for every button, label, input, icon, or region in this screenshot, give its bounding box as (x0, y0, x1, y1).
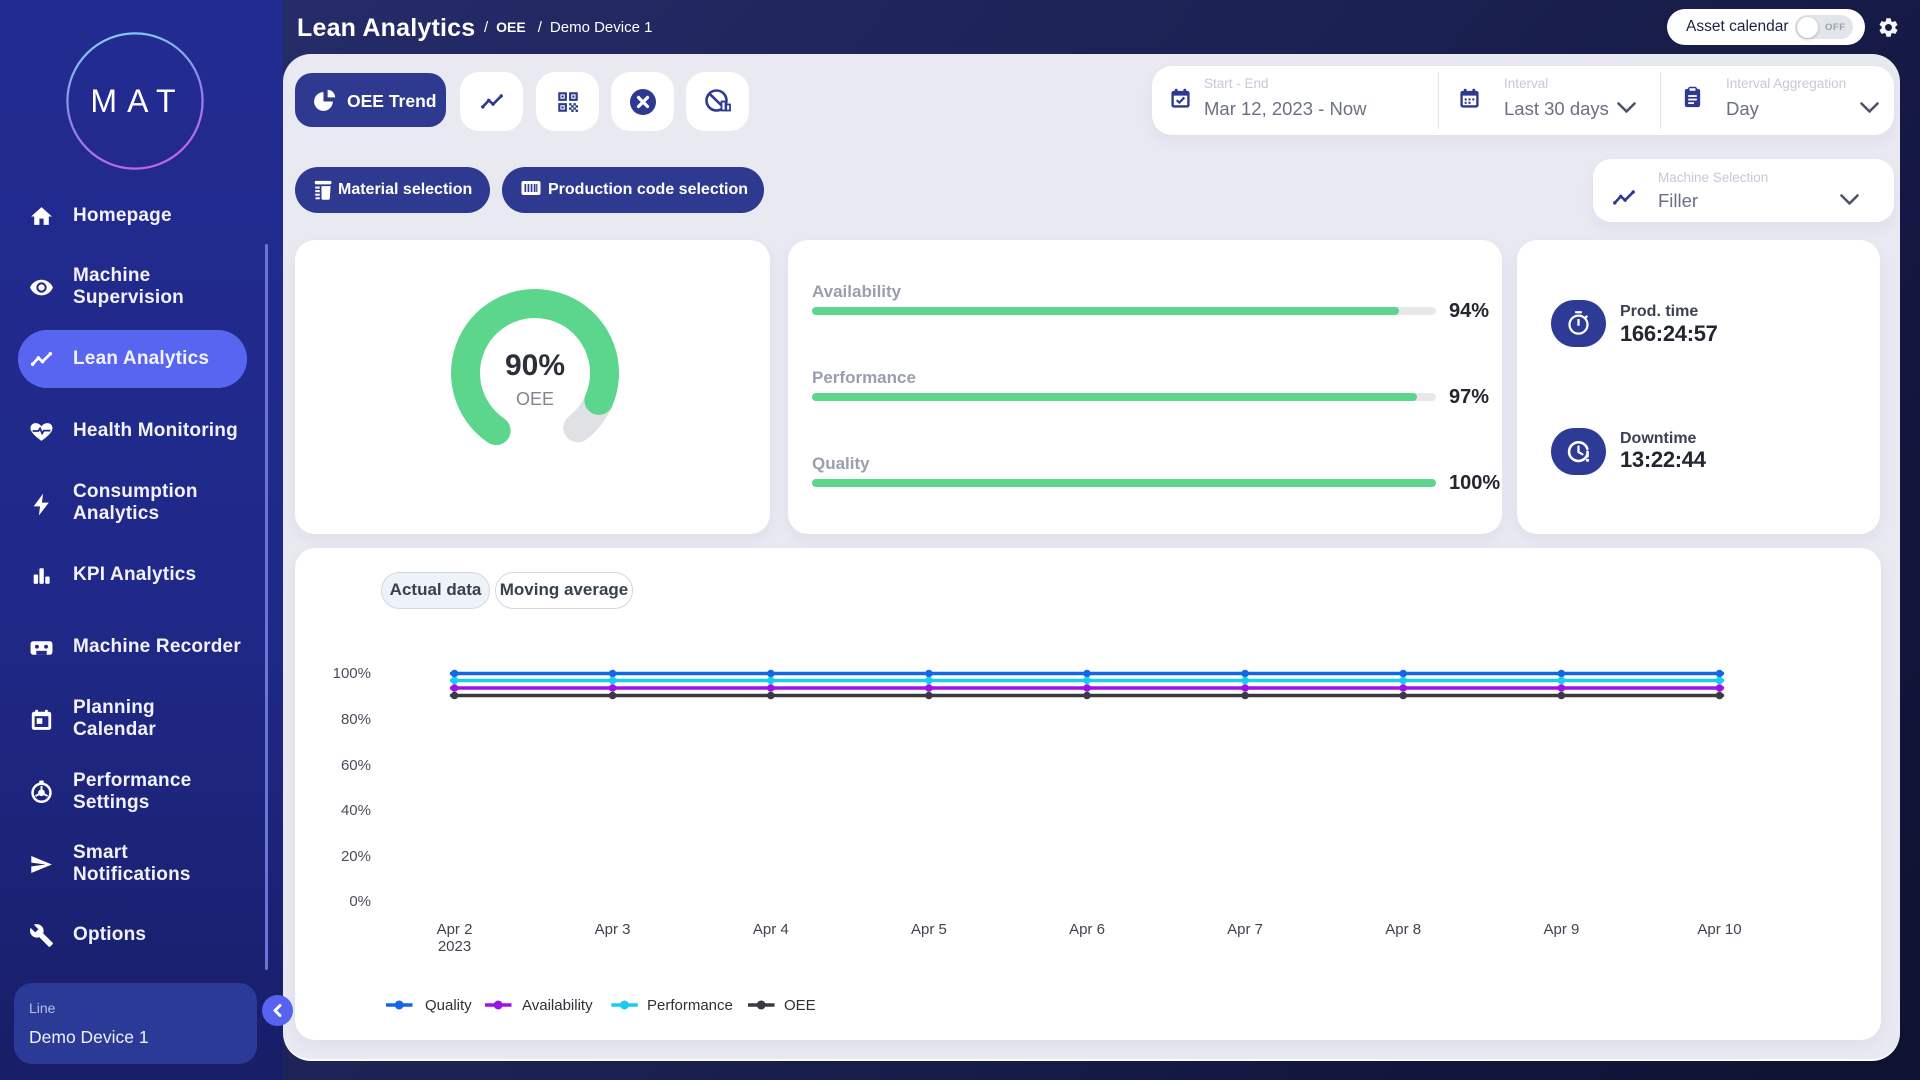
svg-text:Apr 10: Apr 10 (1697, 921, 1741, 938)
svg-text:Apr 9: Apr 9 (1543, 921, 1579, 938)
svg-text:Apr 5: Apr 5 (911, 921, 947, 938)
svg-text:Quality: Quality (425, 997, 472, 1014)
svg-text:Apr 8: Apr 8 (1385, 921, 1421, 938)
svg-text:Performance: Performance (647, 997, 733, 1014)
svg-text:80%: 80% (341, 711, 371, 728)
svg-text:100%: 100% (333, 665, 371, 682)
svg-text:Apr 3: Apr 3 (595, 921, 631, 938)
svg-text:Availability: Availability (522, 997, 593, 1014)
svg-text:40%: 40% (341, 802, 371, 819)
svg-text:OEE: OEE (784, 997, 816, 1014)
svg-text:60%: 60% (341, 757, 371, 774)
svg-text:20%: 20% (341, 848, 371, 865)
svg-text:Apr 4: Apr 4 (753, 921, 789, 938)
svg-text:Apr 6: Apr 6 (1069, 921, 1105, 938)
svg-text:MAT: MAT (90, 83, 185, 119)
svg-text:0%: 0% (349, 893, 371, 910)
svg-text:2023: 2023 (438, 938, 471, 955)
svg-text:Apr 2: Apr 2 (437, 921, 473, 938)
svg-text:Apr 7: Apr 7 (1227, 921, 1263, 938)
svg-text:OEE: OEE (516, 389, 554, 409)
svg-text:90%: 90% (505, 349, 565, 382)
